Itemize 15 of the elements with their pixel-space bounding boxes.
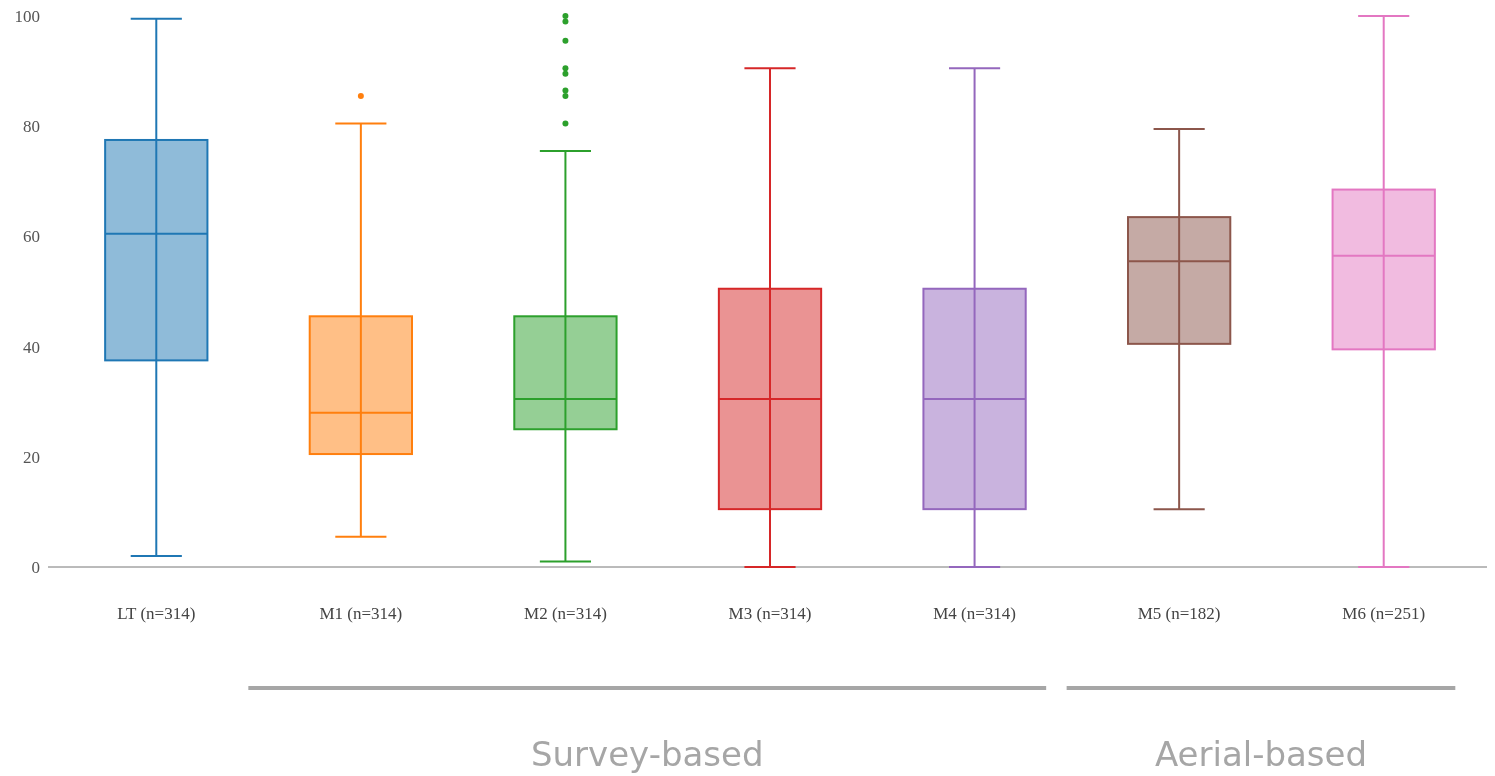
y-tick-label: 20 [23,447,40,467]
text: Survey-based [530,734,764,774]
x-tick-label: M4 (n=314) [933,604,1016,623]
x-tick-label: M1 (n=314) [319,604,403,623]
x-tick-label: M6 (n=251) [1342,604,1426,623]
x-tick-label: M3 (n=314) [728,604,812,623]
y-tick-label: 100 [14,6,40,26]
text: Aerial-based [1154,734,1368,774]
y-tick-label: 0 [31,557,40,577]
x-tick-label: M2 (n=314) [524,604,607,623]
y-tick-label: 80 [23,117,40,137]
y-tick-label: 40 [23,337,40,357]
x-tick-label: LT (n=314) [117,604,196,623]
y-tick-label: 60 [23,227,40,247]
x-tick-label: M5 (n=182) [1137,604,1221,623]
